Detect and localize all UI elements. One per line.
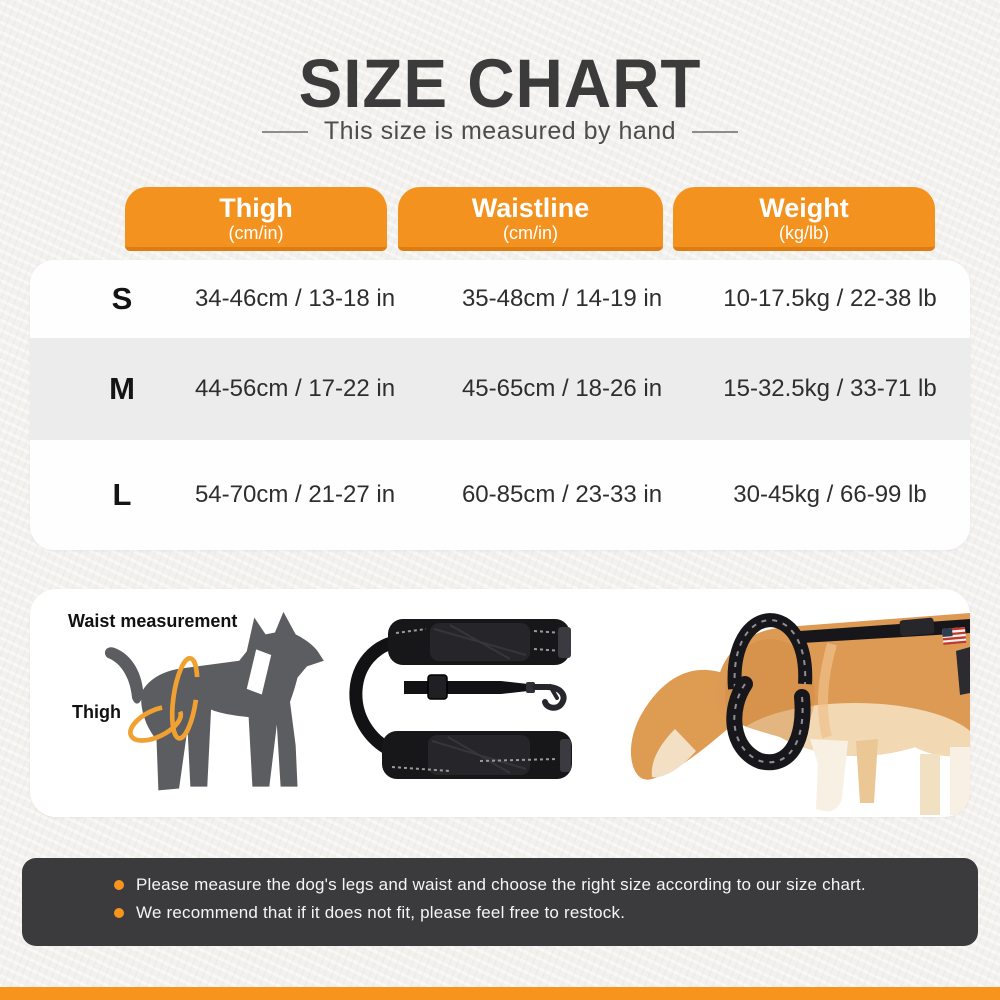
column-header-label: Weight [759, 193, 849, 223]
table-row-m: M 44-56cm / 17-22 in 45-65cm / 18-26 in … [30, 338, 970, 440]
table-row-l: L 54-70cm / 21-27 in 60-85cm / 23-33 in … [30, 440, 970, 550]
snap-hook [532, 684, 567, 711]
weight-value: 10-17.5kg / 22-38 lb [723, 285, 937, 312]
harness-center-strap [404, 674, 567, 711]
weight-value: 30-45kg / 66-99 lb [733, 481, 927, 508]
harness-straps-photo [349, 619, 572, 779]
column-header-unit: (kg/lb) [778, 223, 829, 243]
waistline-value: 60-85cm / 23-33 in [461, 481, 663, 508]
thigh-label: Thigh [72, 702, 121, 722]
size-letter: L [112, 477, 132, 512]
dog-wearing-harness-photo [630, 613, 970, 815]
dog-collar-band [246, 649, 272, 695]
dog-hind-leg-far [856, 739, 878, 803]
harness-bottom-cuff [382, 731, 572, 779]
dog-front-leg-far [920, 754, 940, 815]
note-item: Please measure the dog's legs and waist … [114, 875, 958, 895]
size-letter: M [109, 371, 135, 406]
dog-tail-light-tip [651, 729, 696, 778]
subtitle-left-rule [261, 130, 308, 133]
column-header-label: Waistline [471, 193, 590, 223]
harness-top-cuff [388, 619, 571, 665]
page-subtitle-row: This size is measured by hand [0, 117, 1000, 146]
waist-measure-loop [169, 655, 200, 741]
subtitle-right-rule [692, 130, 739, 133]
bottom-accent-bar [0, 987, 1000, 1000]
dog-front-leg-near [950, 747, 970, 815]
harness-thigh-cuff-stitching [733, 683, 804, 764]
dog-fur-highlight [817, 642, 837, 739]
column-header-weight: Weight (kg/lb) [673, 187, 935, 251]
column-header-unit: (cm/in) [228, 223, 284, 243]
size-letter: S [111, 281, 133, 316]
column-header-waistline: Waistline (cm/in) [398, 187, 663, 251]
waist-measurement-label: Waist measurement [68, 611, 238, 631]
page-subtitle: This size is measured by hand [323, 117, 677, 145]
notes-bar: Please measure the dog's legs and waist … [22, 858, 978, 946]
dog-body-silhouette [141, 611, 324, 791]
dog-belly-light-fur [730, 703, 970, 757]
dog-rump-shade [725, 639, 815, 749]
page-title: SIZE CHART [298, 45, 702, 122]
bullet-icon [114, 880, 124, 890]
thigh-value: 54-70cm / 21-27 in [194, 481, 396, 508]
thigh-value: 44-56cm / 17-22 in [194, 375, 396, 402]
measurement-panel: Waist measurement Thigh [30, 589, 970, 817]
note-text: We recommend that if it does not fit, pl… [136, 903, 626, 922]
harness-handle-loop [727, 613, 813, 690]
thigh-measure-loop [128, 704, 184, 743]
size-table: S 34-46cm / 13-18 in 35-48cm / 14-19 in … [30, 260, 970, 550]
column-header-unit: (cm/in) [503, 223, 558, 243]
note-text: Please measure the dog's legs and waist … [136, 875, 866, 894]
waistline-value: 45-65cm / 18-26 in [461, 375, 663, 402]
weight-value: 15-32.5kg / 33-71 lb [723, 375, 937, 402]
dog-collar [956, 647, 970, 695]
harness-side-loop [349, 634, 407, 760]
dog-hind-leg-near [810, 739, 848, 812]
note-item: We recommend that if it does not fit, pl… [114, 903, 958, 923]
dog-silhouette-diagram [104, 611, 324, 791]
usa-flag-patch [942, 626, 967, 645]
thigh-value: 34-46cm / 13-18 in [194, 285, 396, 312]
column-header-thigh: Thigh (cm/in) [125, 187, 387, 251]
bullet-icon [114, 908, 124, 918]
dog-tail-silhouette [104, 647, 144, 704]
column-header-label: Thigh [219, 193, 293, 223]
waistline-value: 35-48cm / 14-19 in [461, 285, 663, 312]
strap-adjuster-buckle [899, 617, 935, 637]
table-row-s: S 34-46cm / 13-18 in 35-48cm / 14-19 in … [30, 260, 970, 338]
